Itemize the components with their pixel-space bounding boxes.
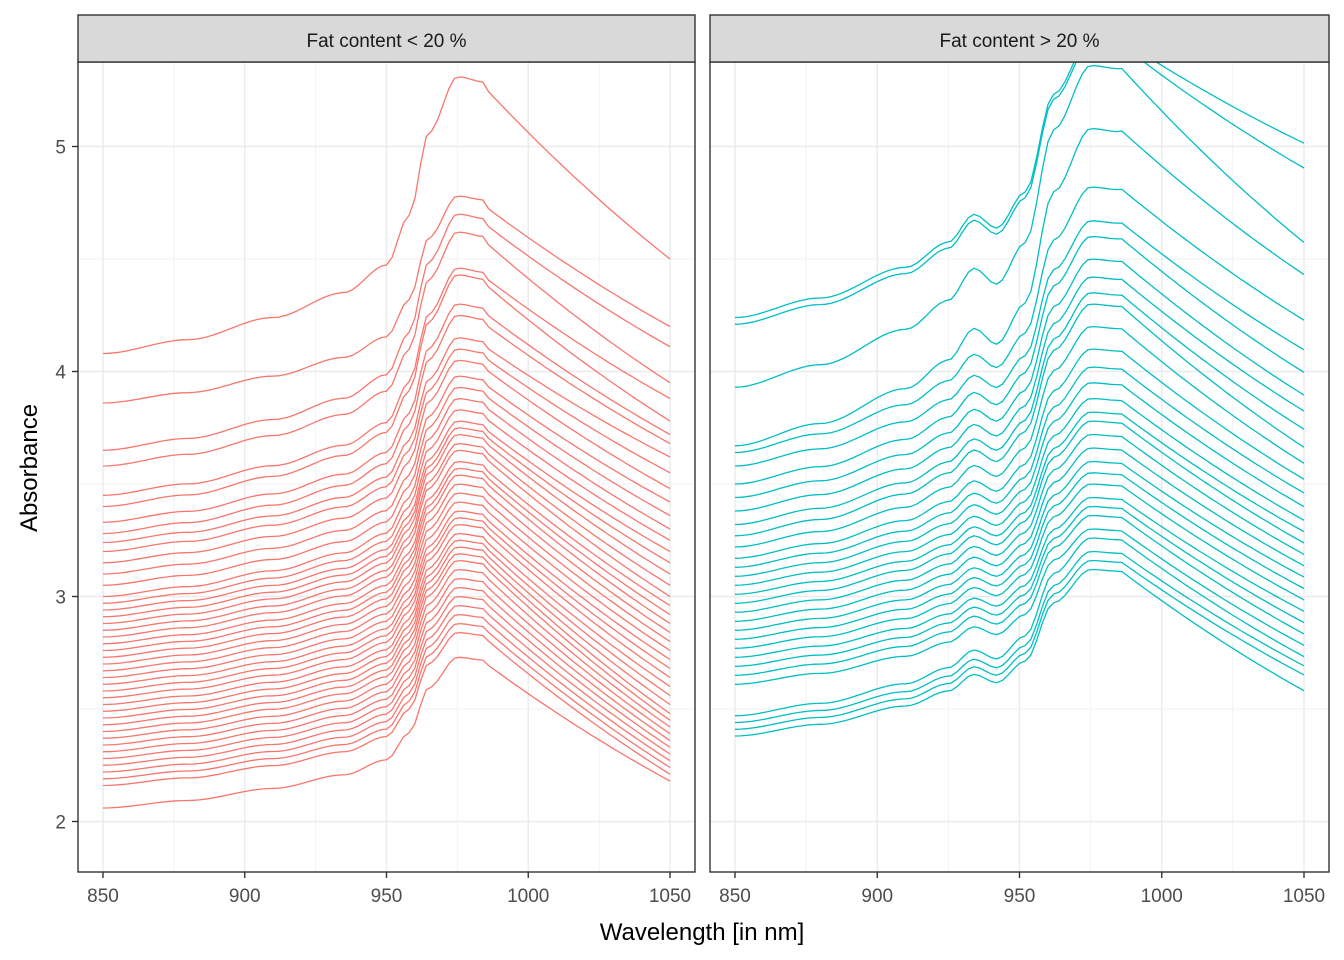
- y-tick-label: 4: [55, 363, 66, 384]
- series-line: [734, 258, 1305, 499]
- x-tick-label: 850: [87, 886, 119, 907]
- facet-strip: [709, 14, 1330, 63]
- series-line: [102, 303, 671, 523]
- series-line: [102, 553, 671, 726]
- series-line: [102, 595, 671, 760]
- y-tick-label: 5: [55, 138, 66, 159]
- series-line: [734, 528, 1305, 685]
- series-line: [102, 604, 671, 766]
- facet-panel-2: Fat content > 20 % 850 900 950 1000 1050: [709, 14, 1330, 907]
- x-tick-label: 1050: [649, 886, 691, 907]
- series-line: [102, 523, 671, 699]
- series-line: [102, 348, 671, 553]
- series-line: [102, 231, 671, 467]
- series-line: [734, 460, 1305, 631]
- series-line: [102, 274, 671, 508]
- series-line: [102, 337, 671, 544]
- x-tick-label: 1000: [507, 886, 549, 907]
- x-tick-label: 1050: [1283, 886, 1325, 907]
- series-line: [102, 474, 671, 658]
- series-line: [734, 292, 1305, 526]
- series-line: [102, 622, 671, 780]
- series-line: [734, 483, 1305, 649]
- series-line: [102, 76, 671, 355]
- facet-strip-label: Fat content > 20 %: [939, 31, 1099, 52]
- series-line: [734, 447, 1305, 622]
- series-line: [734, 550, 1305, 724]
- series-line: [734, 235, 1305, 485]
- series-line: [102, 427, 671, 618]
- series-line: [102, 420, 671, 611]
- series-line: [734, 366, 1305, 568]
- x-tick-label: 900: [229, 886, 261, 907]
- series-line: [734, 568, 1305, 737]
- series-line: [102, 517, 671, 692]
- series-line: [102, 314, 671, 535]
- series-line: [102, 546, 671, 719]
- facet-strip-label: Fat content < 20 %: [306, 31, 466, 52]
- series-line: [102, 510, 671, 685]
- series-line: [734, 420, 1305, 604]
- x-tick-label: 900: [861, 886, 893, 907]
- series-line: [734, 127, 1305, 447]
- series-line: [734, 537, 1305, 717]
- facet-panel-1: Fat content < 20 % 850 900 950 1000 1050 2 3 4 5: [55, 14, 696, 907]
- series-line: [102, 386, 671, 586]
- x-tick-label: 950: [1004, 886, 1036, 907]
- series-line: [734, 397, 1305, 586]
- series-line: [102, 409, 671, 604]
- series-line: [734, 496, 1305, 658]
- series-line: [102, 559, 671, 733]
- series-line: [734, 220, 1305, 467]
- series-line: [102, 267, 671, 496]
- series-line: [102, 213, 671, 451]
- series-line: [734, 433, 1305, 613]
- y-tick-label: 3: [55, 588, 66, 609]
- series-line: [102, 586, 671, 753]
- series-line: [734, 505, 1305, 667]
- series-line: [734, 186, 1305, 454]
- series-line: [102, 433, 671, 625]
- x-axis-title: Wavelength [in nm]: [600, 919, 805, 946]
- series-line: [734, 325, 1305, 548]
- x-tick-label: 950: [371, 886, 403, 907]
- series-line: [102, 397, 671, 598]
- series-line: [734, 382, 1305, 577]
- y-axis-title: Absorbance: [16, 404, 43, 532]
- series-line: [102, 532, 671, 706]
- series-line: [102, 483, 671, 665]
- series-line: [734, 303, 1305, 537]
- series-line: [734, 64, 1305, 388]
- facet-strip: [77, 14, 696, 63]
- series-line: [102, 631, 671, 787]
- series-line: [734, 276, 1305, 512]
- series-line: [102, 442, 671, 631]
- series-line: [102, 568, 671, 739]
- series-line: [102, 375, 671, 575]
- series-line: [102, 195, 671, 404]
- series-line: [102, 539, 671, 712]
- panels-layer: Fat content < 20 %850 900 950 1000 10502345F…: [55, 14, 1330, 907]
- series-line: [734, 411, 1305, 595]
- series-line: [102, 492, 671, 672]
- y-tick-label: 2: [55, 813, 66, 834]
- x-tick-label: 850: [719, 886, 751, 907]
- series-line: [102, 467, 671, 652]
- series-line: [734, 37, 1305, 319]
- series-line: [102, 613, 671, 773]
- series-line: [734, 559, 1305, 730]
- series-line: [102, 460, 671, 645]
- series-line: [734, 42, 1305, 325]
- x-tick-label: 1000: [1141, 886, 1183, 907]
- series-line: [102, 656, 671, 809]
- series-line: [102, 449, 671, 638]
- series-line: [734, 514, 1305, 676]
- series-line: [102, 501, 671, 679]
- series-line: [734, 472, 1305, 640]
- series-line: [734, 348, 1305, 559]
- series-line: [102, 577, 671, 746]
- series-line: [102, 359, 671, 564]
